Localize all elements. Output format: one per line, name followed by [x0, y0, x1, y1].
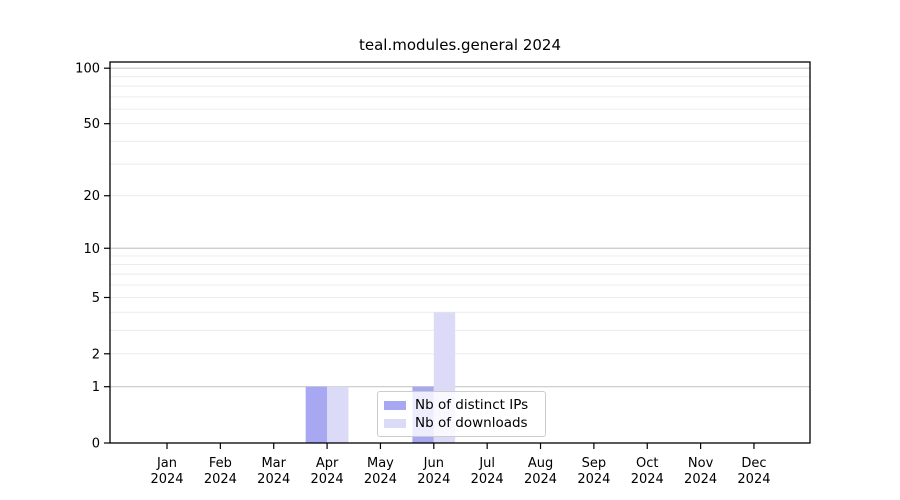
x-tick-label-month: May [367, 456, 394, 471]
y-tick-label: 20 [83, 189, 100, 204]
legend: Nb of distinct IPs Nb of downloads [377, 391, 546, 437]
x-tick-label-year: 2024 [471, 472, 504, 487]
legend-swatch-distinct-ips [384, 400, 406, 410]
legend-row-downloads: Nb of downloads [384, 414, 537, 432]
plot-frame [109, 61, 811, 444]
x-tick-label-month: Feb [209, 456, 232, 471]
legend-label-distinct-ips: Nb of distinct IPs [415, 397, 529, 413]
x-tick-label-month: Dec [741, 456, 766, 471]
y-tick-label: 100 [75, 62, 100, 77]
x-tick-label-month: Aug [528, 456, 553, 471]
chart-title: teal.modules.general 2024 [359, 36, 561, 54]
x-tick-label-year: 2024 [524, 472, 557, 487]
y-tick-label: 2 [92, 347, 100, 362]
x-tick-label-year: 2024 [684, 472, 717, 487]
x-tick-label-year: 2024 [257, 472, 290, 487]
x-tick-label-month: Nov [688, 456, 714, 471]
x-tick-label-year: 2024 [577, 472, 610, 487]
y-tick-label: 0 [92, 437, 100, 452]
x-tick-label-year: 2024 [631, 472, 664, 487]
y-tick-label: 1 [92, 380, 100, 395]
y-tick-label: 5 [92, 291, 100, 306]
y-tick-label: 10 [83, 242, 100, 257]
x-tick-label-year: 2024 [737, 472, 770, 487]
x-tick-label-month: Oct [636, 456, 658, 471]
bar-downloads-apr [327, 386, 349, 443]
x-tick-label-year: 2024 [364, 472, 397, 487]
bar-distinct-ips-apr [305, 386, 328, 443]
x-tick-label-month: Sep [582, 456, 607, 471]
x-tick-label-year: 2024 [311, 472, 344, 487]
x-tick-label-year: 2024 [417, 472, 450, 487]
legend-swatch-downloads [384, 418, 406, 428]
x-tick-label-year: 2024 [150, 472, 183, 487]
legend-row-distinct-ips: Nb of distinct IPs [384, 396, 537, 414]
x-tick-label-month: Apr [316, 456, 339, 471]
x-tick-label-month: Mar [261, 456, 286, 471]
x-tick-label-year: 2024 [204, 472, 237, 487]
legend-label-downloads: Nb of downloads [415, 415, 528, 431]
x-tick-label-month: Jun [423, 456, 444, 471]
x-tick-label-month: Jul [478, 456, 495, 471]
x-tick-label-month: Jan [156, 456, 177, 471]
y-tick-label: 50 [83, 117, 100, 132]
